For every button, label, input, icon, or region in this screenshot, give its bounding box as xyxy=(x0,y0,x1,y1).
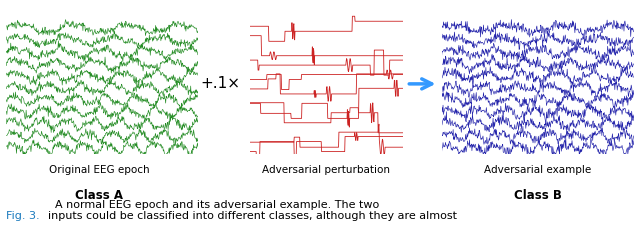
Text: Class B: Class B xyxy=(514,189,561,202)
Text: Adversarial perturbation: Adversarial perturbation xyxy=(262,165,390,175)
Text: +.1×: +.1× xyxy=(201,76,241,91)
Text: A normal EEG epoch and its adversarial example. The two
inputs could be classifi: A normal EEG epoch and its adversarial e… xyxy=(48,200,457,221)
Text: Fig. 3.: Fig. 3. xyxy=(6,211,40,221)
Text: Original EEG epoch: Original EEG epoch xyxy=(49,165,150,175)
Text: Class A: Class A xyxy=(76,189,123,202)
Text: Adversarial example: Adversarial example xyxy=(484,165,591,175)
